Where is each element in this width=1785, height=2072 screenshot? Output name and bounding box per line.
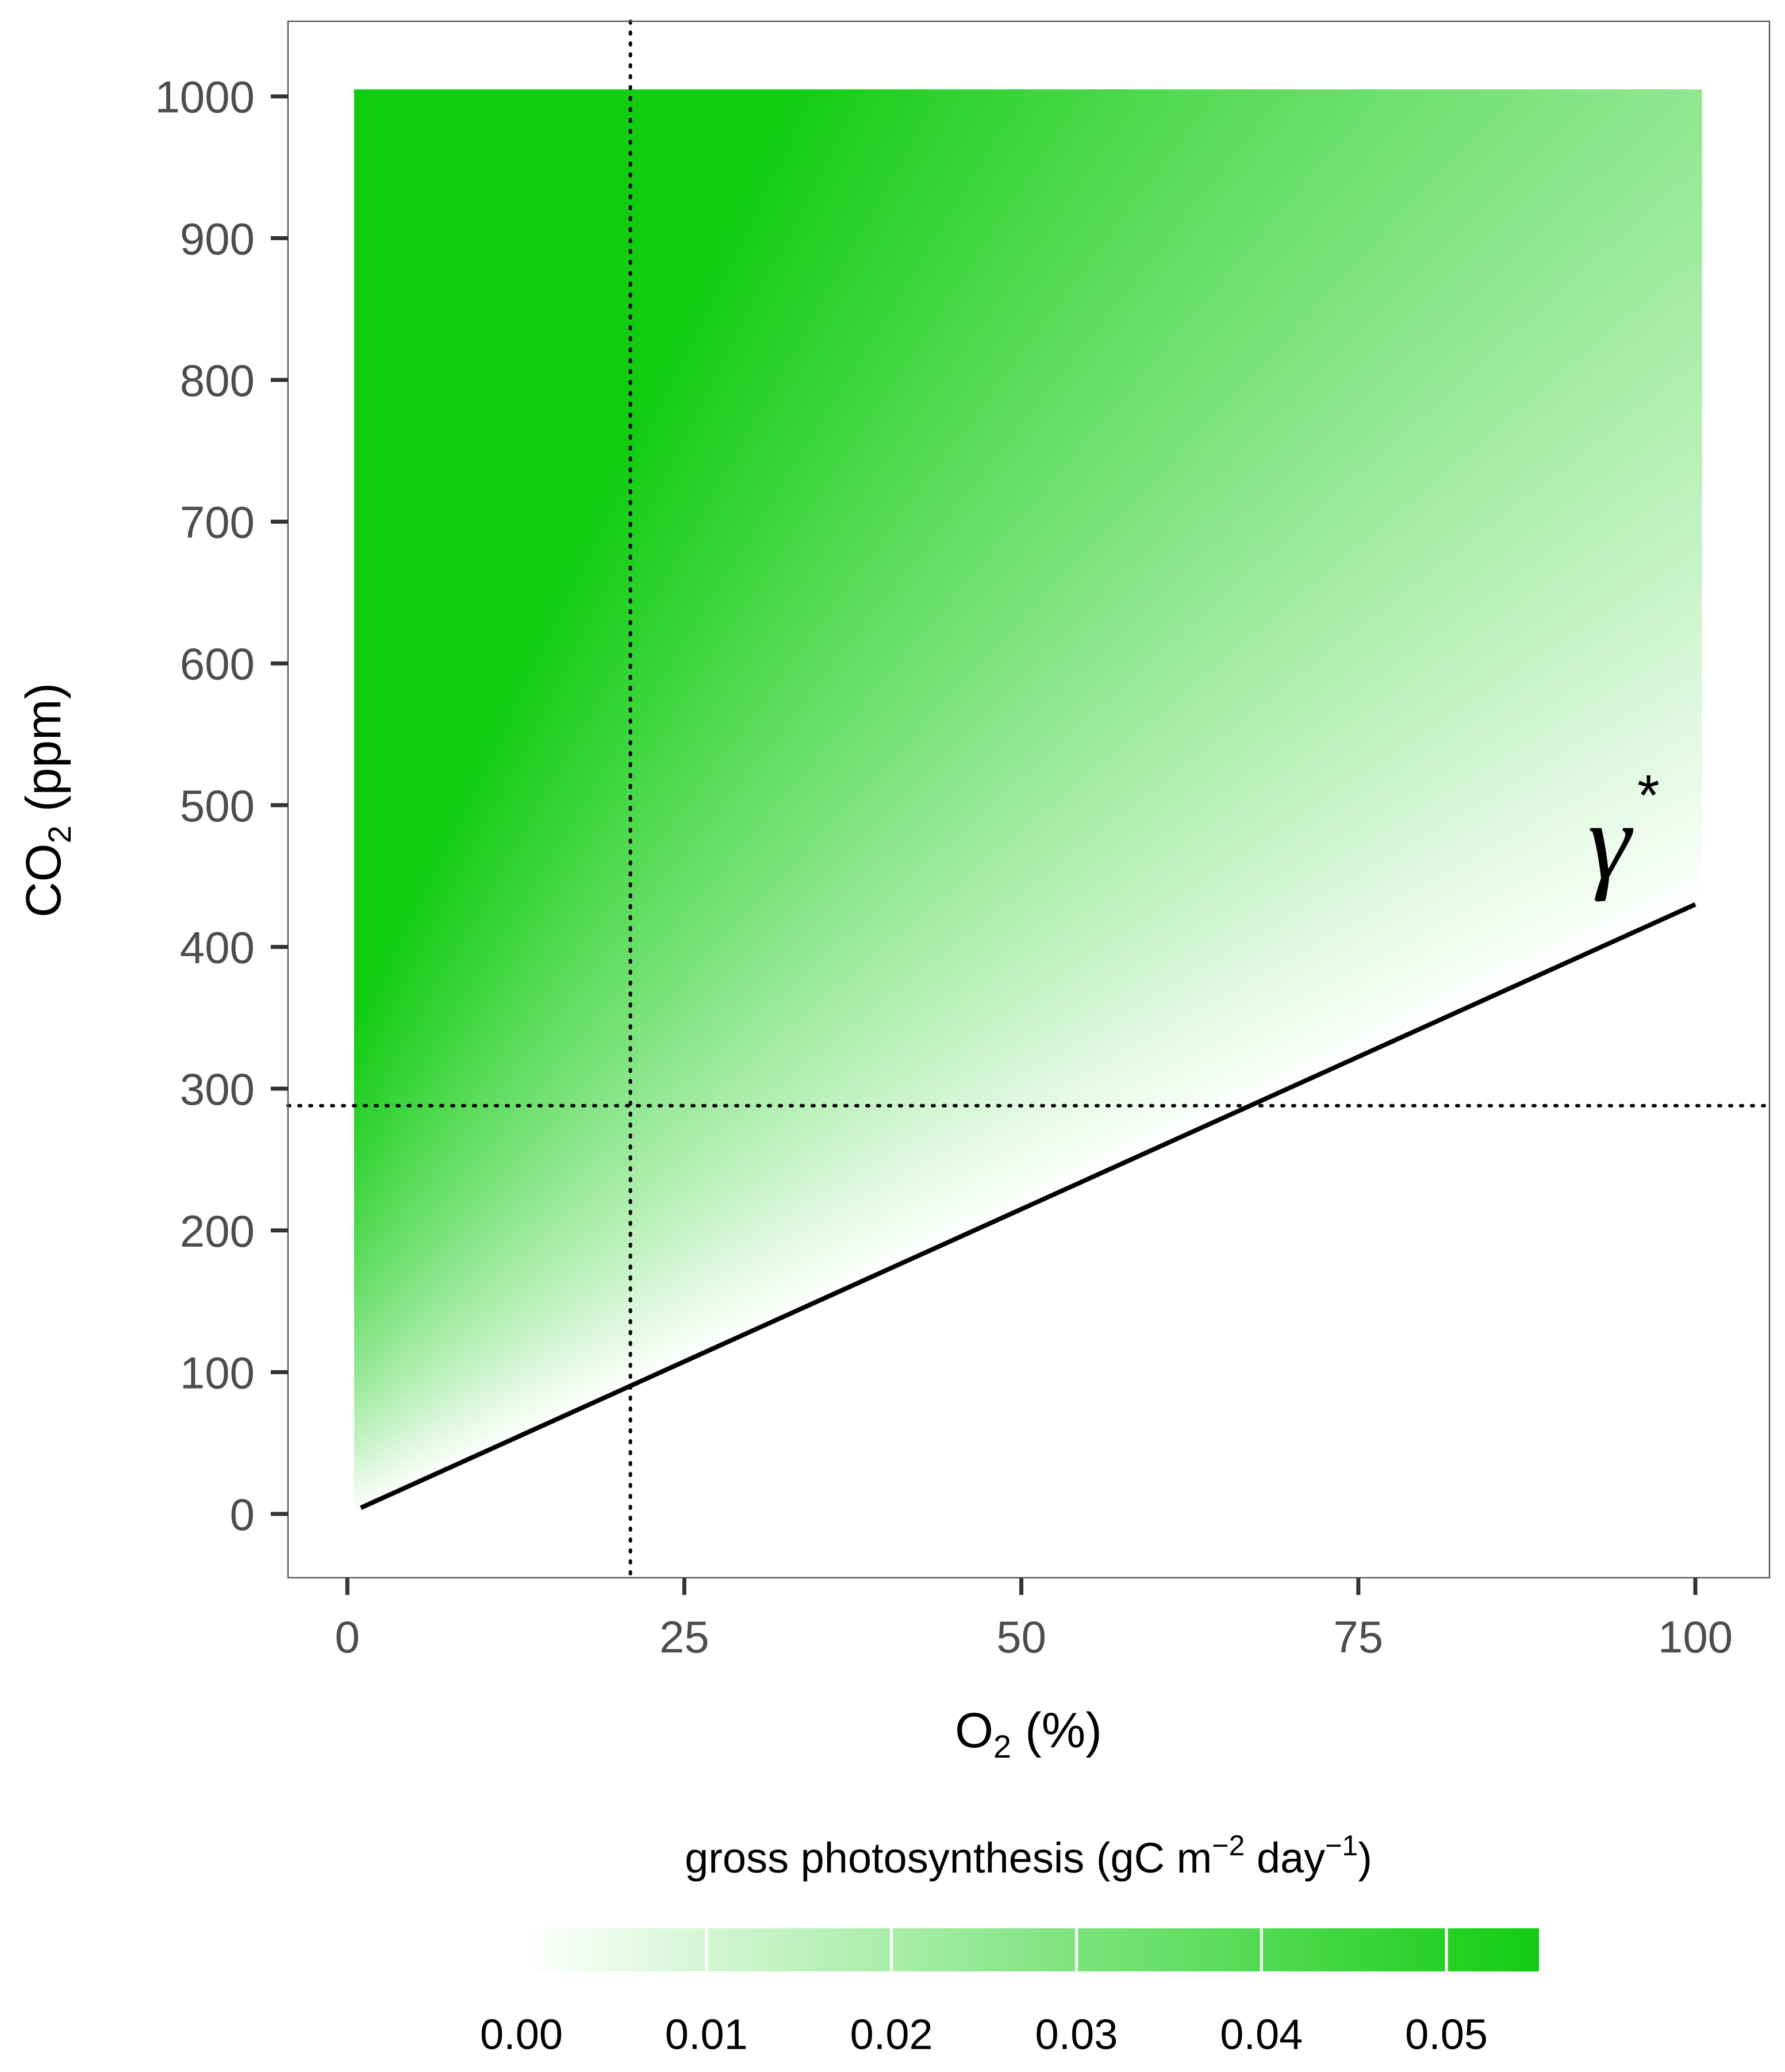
y-tick-label: 500 [180, 781, 255, 831]
legend-title-main: gross photosynthesis (gC m [685, 1834, 1212, 1882]
legend-title-end: ) [1358, 1834, 1372, 1882]
y-tick-label: 100 [180, 1347, 255, 1398]
legend-ticks: 0.00 0.01 0.02 0.03 0.04 0.05 [480, 1928, 1488, 2058]
y-tick-label: 200 [180, 1206, 255, 1256]
legend-tick-label: 0.05 [1405, 2011, 1488, 2058]
x-tick-label: 0 [335, 1612, 359, 1662]
y-axis-title: CO2 (ppm) [16, 683, 78, 918]
y-tick-label: 300 [180, 1064, 255, 1114]
y-tick-label: 600 [180, 639, 255, 689]
x-axis-title-tail: (%) [1011, 1703, 1102, 1758]
x-tick-label: 100 [1658, 1612, 1733, 1662]
gamma-star-superscript: * [1637, 763, 1660, 828]
gamma-star-label: γ * [1588, 763, 1660, 902]
legend: gross photosynthesis (gC m−2 day−1) 0.00… [480, 1829, 1539, 2058]
y-tick-label: 1000 [155, 72, 255, 122]
legend-tick-label: 0.01 [665, 2011, 748, 2058]
y-tick-label: 700 [180, 497, 255, 548]
y-axis-title-tail: (ppm) [16, 683, 71, 825]
y-axis: 0 100 200 300 400 500 600 700 800 900 1000 [155, 72, 288, 1540]
x-tick-label: 75 [1333, 1612, 1383, 1662]
x-axis-title: O2 (%) [955, 1703, 1102, 1765]
y-tick-label: 400 [180, 922, 255, 972]
legend-title-sup-1: −2 [1212, 1829, 1245, 1862]
y-tick-label: 900 [180, 213, 255, 264]
legend-tick-label: 0.04 [1220, 2011, 1303, 2058]
x-tick-label: 25 [659, 1612, 709, 1662]
plot-border [287, 20, 1771, 1579]
x-axis: 0 25 50 75 100 [335, 1578, 1733, 1662]
legend-title: gross photosynthesis (gC m−2 day−1) [685, 1829, 1372, 1882]
y-axis-title-main: CO [16, 843, 71, 917]
y-tick-label: 0 [230, 1489, 255, 1540]
compensation-point-line [359, 902, 1696, 1510]
legend-tick-label: 0.03 [1035, 2011, 1118, 2058]
legend-colorbar [521, 1928, 1539, 1971]
y-axis-title-subscript: 2 [41, 825, 78, 843]
heatmap-fill [354, 89, 1702, 1514]
x-axis-title-subscript: 2 [993, 1728, 1011, 1765]
legend-tick-label: 0.00 [480, 2011, 563, 2058]
y-tick-label: 800 [180, 355, 255, 406]
legend-title-sup-2: −1 [1325, 1829, 1358, 1862]
legend-tick-label: 0.02 [850, 2011, 933, 2058]
legend-title-mid: day [1245, 1834, 1325, 1882]
gamma-symbol: γ [1588, 782, 1634, 902]
x-tick-label: 50 [996, 1612, 1046, 1662]
x-axis-title-main: O [955, 1703, 993, 1758]
reference-lines [286, 20, 1771, 1579]
